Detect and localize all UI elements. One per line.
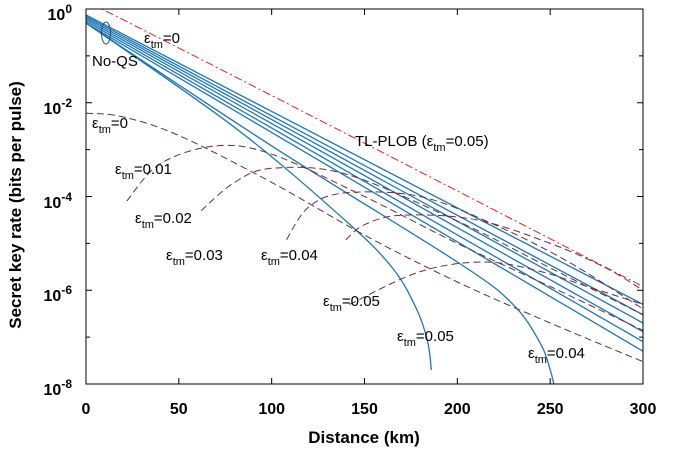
series-line-dashed-13 [345, 214, 643, 291]
y-tick-label: 10-6 [44, 283, 73, 305]
series-line-solid-3 [86, 17, 643, 324]
x-tick-label: 150 [351, 401, 378, 418]
x-tick-marks [85, 9, 644, 384]
annotation-eps-004: εtm=0.04 [261, 247, 318, 268]
x-tick-label: 50 [170, 401, 188, 418]
y-tick-marks [86, 8, 643, 385]
annotation-eps-002: εtm=0.02 [135, 210, 192, 231]
annotation-no-qs: No-QS [92, 53, 138, 70]
series-line-solid-6 [86, 22, 643, 352]
annotation-eps-005-dashed: εtm=0.05 [323, 293, 380, 314]
annotation-tl-plob: TL-PLOB (εtm=0.05) [355, 133, 489, 154]
series-line-solid-4 [86, 18, 643, 333]
x-axis-label: Distance (km) [308, 428, 419, 447]
x-tick-label: 300 [630, 401, 657, 418]
series-line-solid-1 [86, 14, 643, 305]
series-line-solid-8 [86, 22, 432, 370]
series-line-solid-5 [86, 20, 643, 343]
y-axis-label: Secret key rate (bits per pulse) [6, 81, 25, 329]
series-layer [86, 9, 643, 384]
y-tick-label: 10-8 [44, 377, 73, 399]
series-line-dashed-14 [349, 261, 643, 305]
x-tick-label: 0 [82, 401, 91, 418]
x-tick-label: 250 [537, 401, 564, 418]
annotation-eps-0-dashed: εtm=0 [92, 115, 128, 136]
y-tick-label: 10-2 [44, 96, 73, 118]
annotation-eps-003: εtm=0.03 [166, 247, 223, 268]
annotation-eps-001: εtm=0.01 [115, 161, 172, 182]
series-line-solid-7 [86, 22, 555, 384]
y-tick-label: 10-4 [44, 190, 73, 212]
annotation-eps-005-solid: εtm=0.05 [397, 328, 454, 349]
annotation-eps-004-solid: εtm=0.04 [528, 345, 585, 366]
no-qs-ellipse [101, 21, 111, 45]
series-line-plob-0 [86, 9, 643, 287]
series-line-dashed-11 [200, 166, 643, 316]
annotation-eps-0-top: εtm=0 [144, 30, 180, 51]
y-tick-label: 100 [48, 2, 73, 24]
series-line-dashed-9 [86, 112, 643, 363]
x-tick-label: 200 [444, 401, 471, 418]
x-tick-label: 100 [258, 401, 285, 418]
series-line-solid-2 [86, 15, 643, 316]
series-line-dashed-12 [286, 191, 643, 310]
